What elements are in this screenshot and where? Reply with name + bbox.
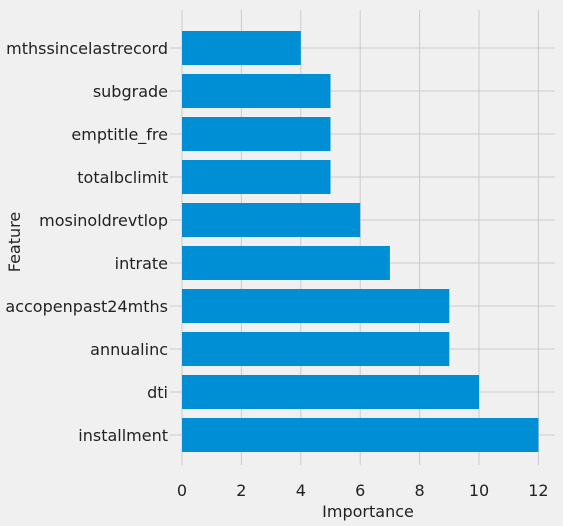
bar-intrate bbox=[182, 246, 390, 280]
bar-subgrade bbox=[182, 74, 331, 108]
x-tick-label: 6 bbox=[355, 481, 365, 500]
y-tick-label: installment bbox=[78, 426, 168, 445]
x-tick-label: 8 bbox=[415, 481, 425, 500]
bar-installment bbox=[182, 418, 539, 452]
y-axis-label: Feature bbox=[5, 212, 24, 272]
x-axis-label: Importance bbox=[322, 502, 414, 521]
y-tick-label: dti bbox=[147, 383, 168, 402]
y-tick-label: mthssincelastrecord bbox=[6, 39, 168, 58]
y-tick-label: accopenpast24mths bbox=[5, 297, 168, 316]
x-tick-label: 0 bbox=[177, 481, 187, 500]
bars bbox=[182, 31, 539, 452]
bar-emptitle-fre bbox=[182, 117, 331, 151]
y-tick-label: mosinoldrevtlop bbox=[39, 211, 168, 230]
bar-totalbclimit bbox=[182, 160, 331, 194]
x-tick-label: 12 bbox=[528, 481, 548, 500]
bar-mosinoldrevtlop bbox=[182, 203, 361, 237]
bar-dti bbox=[182, 375, 479, 409]
y-tick-label: totalbclimit bbox=[77, 168, 168, 187]
bar-accopenpast24mths bbox=[182, 289, 450, 323]
x-tick-label: 10 bbox=[469, 481, 489, 500]
x-tick-label: 4 bbox=[296, 481, 306, 500]
x-tick-labels: 0 2 4 6 8 10 12 bbox=[177, 481, 549, 500]
y-tick-labels: installment dti annualinc accopenpast24mths… bbox=[5, 39, 168, 445]
y-tick-label: subgrade bbox=[93, 82, 168, 101]
bar-annualinc bbox=[182, 332, 450, 366]
y-tick-label: emptitle_fre bbox=[71, 125, 168, 145]
y-tick-label: annualinc bbox=[90, 340, 168, 359]
x-tick-label: 2 bbox=[236, 481, 246, 500]
y-tick-label: intrate bbox=[115, 254, 168, 273]
bar-mthssincelastrecord bbox=[182, 31, 301, 65]
